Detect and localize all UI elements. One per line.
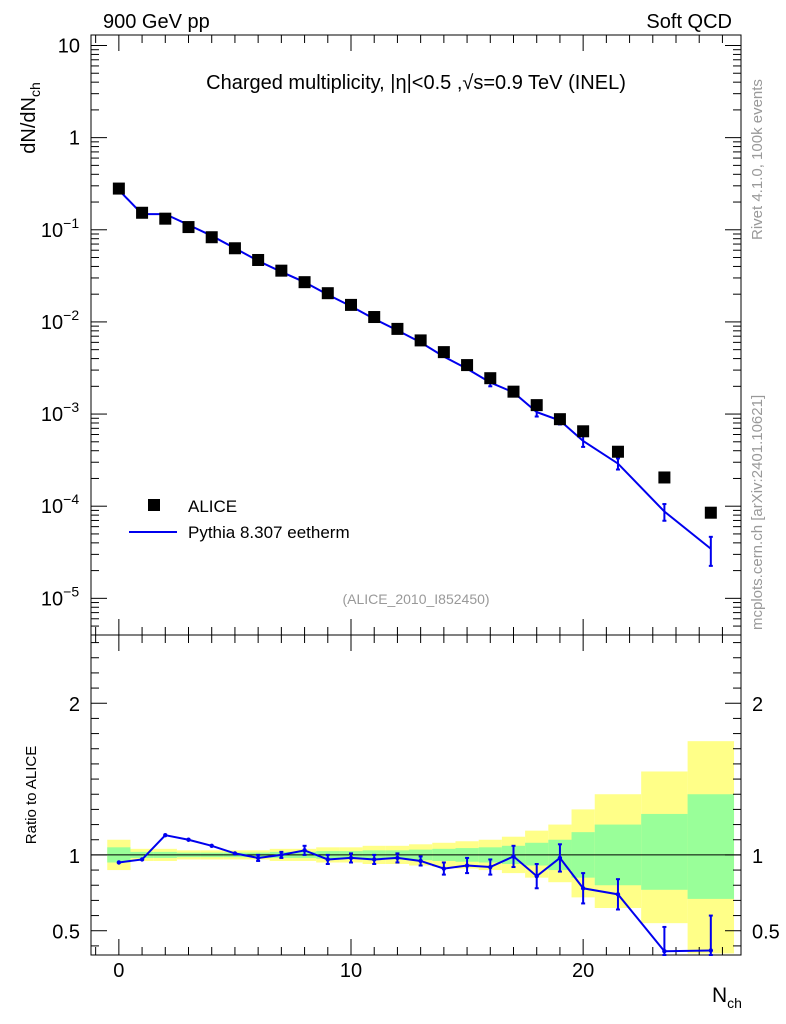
header-energy-label: 900 GeV pp <box>103 11 210 33</box>
y-tick-label: 10−4 <box>41 491 79 518</box>
y-tick-exponent: −1 <box>63 215 79 231</box>
ratio-y-tick-label: 1 <box>69 846 80 868</box>
main-y-axis-title: dN/dNch <box>18 82 43 154</box>
y-tick-exponent: −5 <box>63 583 79 599</box>
alice-point <box>391 322 404 335</box>
y-tick-exponent: −3 <box>63 399 79 415</box>
ratio-pythia-series <box>116 832 714 956</box>
plot-title: Charged multiplicity, |η|<0.5 ,√s=0.9 Te… <box>206 72 626 94</box>
alice-point <box>252 253 265 266</box>
alice-point <box>507 385 520 398</box>
alice-point <box>611 445 624 458</box>
alice-point <box>321 287 334 300</box>
x-tick-label: 0 <box>113 960 124 982</box>
y-tick-label: 10−1 <box>41 215 79 242</box>
legend-alice-label: ALICE <box>188 497 237 516</box>
legend-pythia-label: Pythia 8.307 eetherm <box>188 523 350 542</box>
x-tick-label: 20 <box>572 960 594 982</box>
alice-point <box>298 276 311 289</box>
green-band-segment <box>525 842 549 866</box>
ratio-point <box>209 843 214 849</box>
alice-point <box>182 221 195 234</box>
ratio-point <box>163 832 168 838</box>
alice-point <box>368 311 381 324</box>
alice-point <box>553 413 566 426</box>
ratio-y-tick-label: 0.5 <box>52 922 80 944</box>
y-tick-label: 1 <box>69 128 80 150</box>
ratio-plot-frame <box>90 634 742 956</box>
y-tick-label: 10−5 <box>41 583 79 610</box>
alice-point <box>484 372 497 385</box>
alice-point <box>414 334 427 347</box>
ratio-plot-panel: 2 2 1 1 0.5 0.5 0 10 20 Ratio to ALICE Nch <box>23 634 780 1011</box>
y-tick-label: 10 <box>58 35 80 57</box>
alice-point <box>205 231 218 244</box>
alice-series <box>112 182 717 519</box>
header-category-label: Soft QCD <box>646 11 732 33</box>
ratio-y-tick-label: 2 <box>69 694 80 716</box>
alice-point <box>228 242 241 255</box>
pythia-line <box>118 189 712 550</box>
ratio-y-axis-title: Ratio to ALICE <box>23 746 40 844</box>
main-y-axis: 10 1 10−1 10−2 10−3 10−4 10−5 <box>41 35 741 636</box>
ratio-point <box>139 857 145 862</box>
y-tick-label: 10−2 <box>41 307 79 334</box>
alice-point <box>577 425 590 438</box>
ratio-line <box>118 834 711 953</box>
green-band-segment <box>641 813 688 890</box>
legend-alice-marker <box>148 499 160 511</box>
alice-point <box>136 206 149 219</box>
alice-point <box>112 182 125 195</box>
x-axis-title: Nch <box>712 984 742 1011</box>
ratio-y-tick-label-right: 1 <box>752 846 763 868</box>
green-band-segment <box>687 794 735 899</box>
mcplots-reference-label: mcplots.cern.ch [arXiv:2401.10621] <box>749 395 766 630</box>
rivet-version-label: Rivet 4.1.0, 100k events <box>749 79 766 240</box>
y-tick-label: 10−3 <box>41 399 79 426</box>
alice-point <box>437 346 450 359</box>
ratio-point <box>232 851 238 856</box>
ratio-y-tick-label-right: 0.5 <box>752 922 780 944</box>
alice-point <box>704 506 717 519</box>
alice-point <box>345 298 357 311</box>
main-x-axis-ticks <box>95 35 723 635</box>
ratio-y-tick-label-right: 2 <box>752 694 763 716</box>
y-tick-exponent: −2 <box>63 307 79 323</box>
analysis-id-label: (ALICE_2010_I852450) <box>342 591 489 607</box>
y-tick-exponent: −4 <box>63 491 79 507</box>
main-plot-panel: 10 1 10−1 10−2 10−3 10−4 10−5 Charged multipli… <box>18 34 742 636</box>
ratio-x-axis: 0 10 20 <box>95 635 723 982</box>
alice-point <box>658 471 671 484</box>
legend: ALICE Pythia 8.307 eetherm <box>129 497 350 542</box>
ratio-uncertainty-bands <box>107 741 735 954</box>
alice-point <box>275 264 288 277</box>
x-tick-label: 10 <box>340 960 362 982</box>
alice-point <box>530 399 543 412</box>
ratio-point <box>116 860 122 865</box>
ratio-y-axis: 2 2 1 1 0.5 0.5 <box>52 642 780 947</box>
alice-point <box>159 212 172 225</box>
alice-point <box>461 359 474 372</box>
ratio-point <box>186 837 191 842</box>
